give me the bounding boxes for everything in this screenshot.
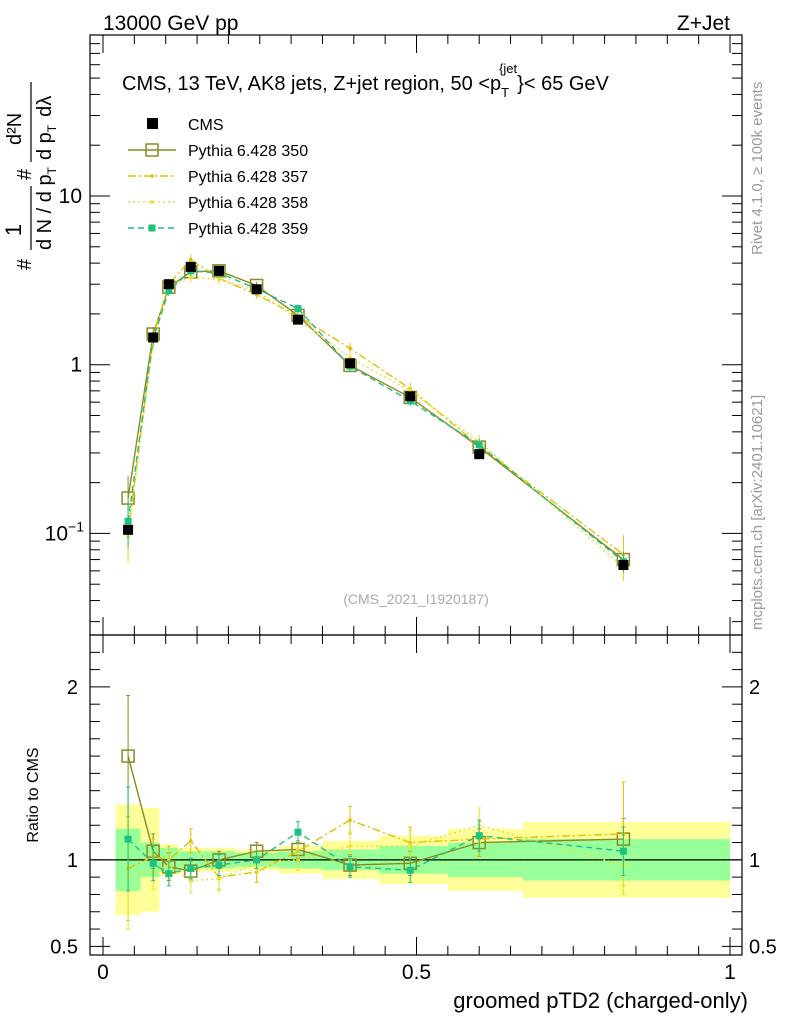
ratio-y-tick-label-right: 1 (749, 850, 760, 872)
legend-label-1: Pythia 6.428 357 (188, 169, 308, 186)
title-sub: T (501, 85, 509, 100)
series-line-0 (127, 270, 624, 561)
data-point (213, 265, 224, 276)
ylabel-sub-1: T (45, 166, 59, 174)
ylabel-sub-2: T (45, 124, 59, 132)
ylabel-den-right: d pTdλ (34, 96, 59, 160)
data-point (618, 559, 629, 570)
x-tick-label: 1 (724, 961, 736, 984)
ratio-marker-3 (215, 861, 223, 869)
analysis-watermark: (CMS_2021_I1920187) (343, 591, 489, 607)
ratio-y-tick-label: 1 (67, 850, 78, 872)
ratio-marker-3 (346, 863, 354, 871)
series-marker-3 (124, 517, 132, 525)
ratio-marker-3 (619, 847, 627, 855)
legend: CMS Pythia 6.428 350 Pythia 6.428 357 Pythi… (128, 117, 308, 238)
title-sup: {jet (499, 61, 517, 76)
mcplots-label: mcplots.cern.ch [arXiv:2401.10621] (749, 395, 766, 630)
legend-label-0: Pythia 6.428 350 (188, 143, 308, 160)
series-marker-3 (165, 287, 173, 295)
series-line-3 (127, 270, 624, 563)
ylabel-hash-1: # (14, 258, 36, 270)
series-marker-2 (217, 277, 221, 282)
data-point (123, 524, 134, 535)
data-point (292, 314, 303, 325)
ratio-panel: 0.5 0.5 1 1 2 2 0 0.5 1 (50, 634, 777, 984)
y-axis-label: # 1 d N / d pT # d²N d pTdλ (1, 82, 59, 270)
ylabel-hash-2: # (14, 168, 36, 180)
main-y-tick-label: 10 (59, 185, 82, 208)
legend-marker-1 (150, 174, 154, 178)
ratio-marker-2 (408, 844, 413, 848)
ratio-marker-2 (348, 844, 352, 848)
title-suffix: }< 65 GeV (517, 73, 609, 95)
data-point (251, 284, 262, 295)
series-line-2 (127, 276, 624, 568)
legend-marker-3 (148, 224, 156, 232)
ratio-marker-3 (406, 866, 414, 874)
header-right: Z+Jet (677, 12, 730, 35)
title-prefix: CMS, 13 TeV, AK8 jets, Z+jet region, 50 … (122, 73, 501, 95)
ratio-marker-3 (165, 870, 173, 878)
main-y-tick-label: 10−1 (45, 518, 85, 545)
ratio-marker-2 (217, 877, 221, 881)
ratio-y-tick-label: 2 (67, 677, 78, 699)
x-tick-label: 0 (97, 961, 109, 984)
x-tick-label: 0.5 (402, 961, 431, 984)
ratio-y-tick-label: 0.5 (50, 936, 78, 958)
data-point (474, 449, 485, 460)
ylabel-lambda: dλ (34, 96, 56, 117)
ratio-marker-2 (188, 878, 193, 883)
main-y-tick-label: 1 (70, 354, 82, 377)
ratio-marker-0 (121, 749, 135, 763)
ratio-marker-1 (188, 839, 193, 843)
series-marker-1 (348, 346, 352, 351)
data-point (163, 279, 174, 290)
series-marker-1 (188, 257, 193, 262)
data-point (148, 332, 159, 343)
legend-marker-2 (150, 200, 154, 204)
ratio-marker-3 (124, 835, 132, 843)
data-point (185, 261, 196, 272)
series-marker-3 (294, 305, 302, 313)
ratio-marker-3 (253, 856, 261, 864)
ylabel-den-left: d N / d pT (34, 166, 59, 250)
legend-marker-0 (145, 143, 159, 157)
data-point (345, 358, 356, 369)
ratio-frame (89, 634, 743, 956)
ylabel-one: 1 (1, 224, 26, 236)
ratio-marker-1 (348, 818, 352, 822)
ratio-marker-3 (149, 859, 157, 867)
rivet-label: Rivet 4.1.0, ≥ 100k events (749, 82, 766, 255)
main-panel: 10−1 1 10 (45, 34, 743, 636)
ratio-marker-2 (296, 858, 300, 862)
series-marker-3 (475, 441, 483, 449)
legend-label-2: Pythia 6.428 358 (188, 195, 308, 212)
ratio-y-tick-label-right: 2 (749, 677, 760, 699)
legend-label-data: CMS (188, 117, 224, 134)
legend-label-3: Pythia 6.428 359 (188, 221, 308, 238)
ratio-marker-3 (187, 865, 195, 873)
ratio-marker-3 (294, 828, 302, 836)
x-axis-label: groomed pTD2 (charged-only) (453, 988, 748, 1013)
ratio-marker-3 (475, 832, 483, 840)
ratio-y-label: Ratio to CMS (25, 747, 42, 842)
chart-title: CMS, 13 TeV, AK8 jets, Z+jet region, 50 … (122, 61, 610, 100)
data-point (405, 391, 416, 402)
series-marker-2 (188, 275, 193, 280)
header-left: 13000 GeV pp (103, 12, 238, 35)
series-line-1 (127, 258, 624, 556)
legend-marker-data (147, 118, 158, 129)
ylabel-num: d²N (4, 113, 26, 145)
ratio-y-tick-label-right: 0.5 (749, 936, 777, 958)
